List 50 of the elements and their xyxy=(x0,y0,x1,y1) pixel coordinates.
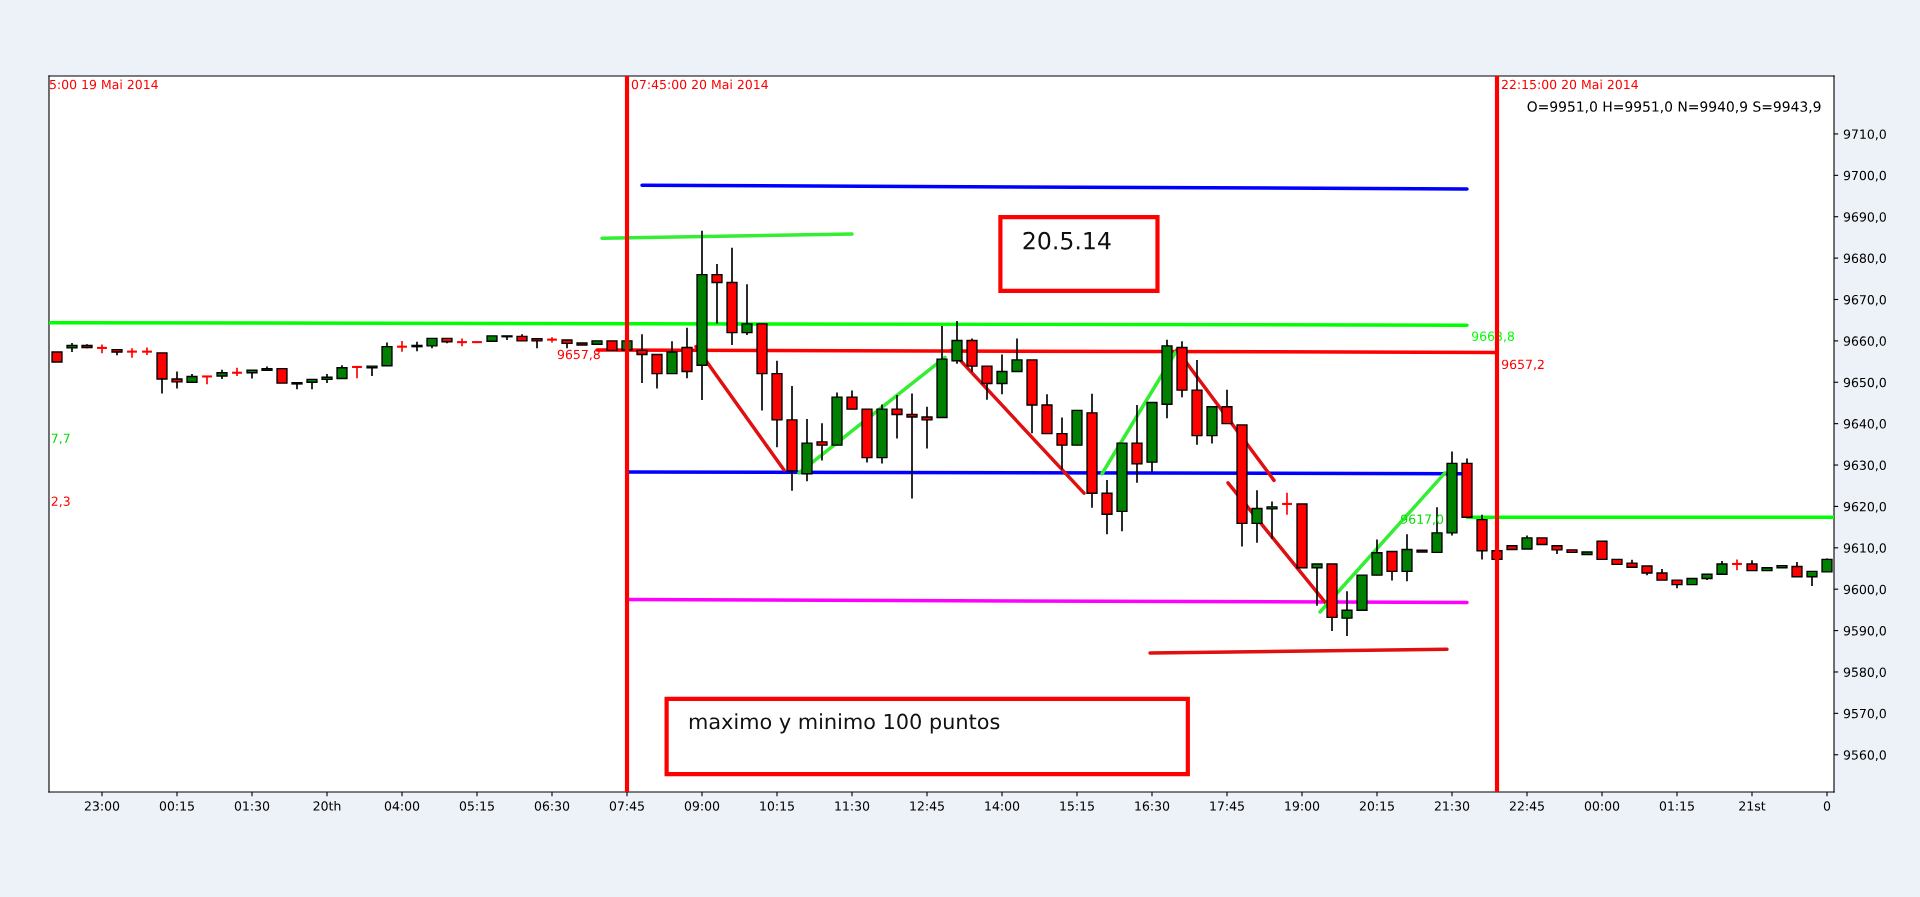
x-tick-label: 20th xyxy=(313,801,341,811)
x-tick-label: 00:15 xyxy=(159,801,194,811)
y-tick-label: 9700,0 xyxy=(1843,170,1886,182)
x-tick-label: 15:15 xyxy=(1060,801,1094,811)
x-tick-label: 00:00 xyxy=(1584,801,1620,811)
x-tick-label: 14:00 xyxy=(985,801,1020,811)
x-tick-label: 10:15 xyxy=(760,801,794,811)
y-tick-label: 9670,0 xyxy=(1843,294,1886,306)
y-tick-label: 9710,0 xyxy=(1843,129,1886,141)
y-tick-label: 9660,0 xyxy=(1843,336,1886,348)
annotation: 7,7 xyxy=(51,433,70,445)
annotation: 20.5.14 xyxy=(1023,231,1111,250)
y-tick-label: 9590,0 xyxy=(1843,626,1886,637)
x-tick-label: 06:30 xyxy=(534,801,570,811)
x-tick-label: 19:00 xyxy=(1285,801,1320,811)
y-tick-label: 9650,0 xyxy=(1843,377,1886,389)
y-tick-label: 9680,0 xyxy=(1843,253,1886,265)
x-tick-label: 07:45 xyxy=(609,801,644,811)
y-tick-label: 9580,0 xyxy=(1843,667,1886,679)
x-tick-label: 22:45 xyxy=(1509,801,1544,811)
y-tick-label: 9610,0 xyxy=(1843,543,1886,555)
y-tick-label: 9600,0 xyxy=(1843,584,1886,596)
x-tick-label: 05:15 xyxy=(459,801,494,811)
text: O=9951,0 H=9951,0 N=9940,9 S=9943,9 xyxy=(1527,101,1821,114)
x-tick-label: 12:45 xyxy=(910,801,944,811)
x-tick-label: 16:30 xyxy=(1135,801,1170,811)
x-tick-label: 04:00 xyxy=(384,801,420,811)
ref-line-label: 07:45:00 20 Mai 2014 xyxy=(631,79,768,90)
annotation: 9657,2 xyxy=(1501,359,1544,371)
annotation: 9657,8 xyxy=(557,349,600,361)
x-tick-label: 23:00 xyxy=(84,801,120,811)
annotation: 5:00 19 Mai 2014 xyxy=(49,79,158,90)
x-tick-label: 01:30 xyxy=(234,801,270,811)
x-tick-label: 17:45 xyxy=(1210,801,1244,811)
y-tick-label: 9690,0 xyxy=(1843,212,1886,223)
ref-line-label: 22:15:00 20 Mai 2014 xyxy=(1501,79,1638,90)
x-tick-label: 11:30 xyxy=(835,801,870,811)
y-tick-label: 9570,0 xyxy=(1843,708,1886,720)
x-tick-label: 0 xyxy=(1823,801,1831,811)
y-tick-label: 9560,0 xyxy=(1843,750,1886,761)
y-tick-label: 9620,0 xyxy=(1843,501,1886,513)
x-tick-label: 20:15 xyxy=(1359,801,1394,811)
y-tick-label: 9640,0 xyxy=(1843,419,1886,430)
x-tick-label: 21st xyxy=(1739,801,1766,811)
annotation: 2,3 xyxy=(51,496,70,508)
annotation: maximo y minimo 100 puntos xyxy=(689,713,1000,734)
x-tick-label: 01:15 xyxy=(1659,801,1694,811)
x-tick-label: 09:00 xyxy=(684,801,720,811)
y-tick-label: 9630,0 xyxy=(1843,460,1886,472)
x-tick-label: 21:30 xyxy=(1434,801,1470,811)
